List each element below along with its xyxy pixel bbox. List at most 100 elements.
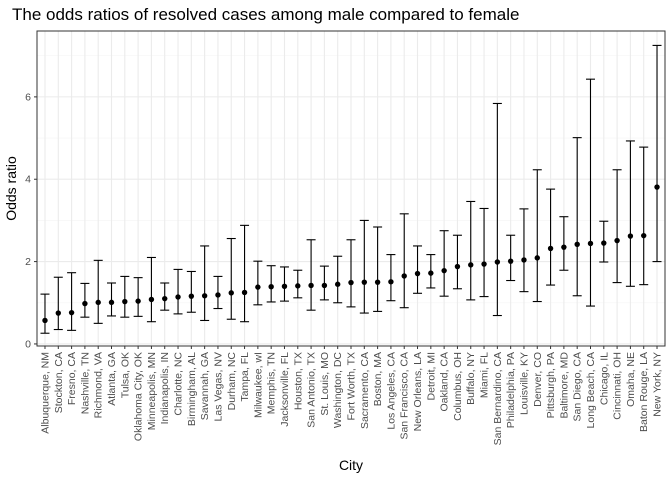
error-bar bbox=[266, 265, 276, 303]
x-tick-label: San Antonio, TX bbox=[306, 352, 318, 428]
x-tick-label: Houston, TX bbox=[292, 352, 304, 410]
data-point bbox=[414, 270, 421, 277]
panel-border bbox=[36, 30, 666, 347]
data-point bbox=[55, 310, 61, 316]
x-tick-label: Baton Rouge, LA bbox=[638, 352, 650, 432]
error-bar bbox=[439, 230, 449, 297]
x-tick-label: Buffalo, NY bbox=[465, 352, 477, 405]
error-bar bbox=[226, 237, 236, 320]
error-bar bbox=[399, 213, 409, 309]
data-point bbox=[334, 281, 341, 287]
x-tick-label: Fort Worth, TX bbox=[346, 352, 358, 420]
x-tick-label: Louisville, KY bbox=[518, 352, 530, 415]
data-point bbox=[268, 284, 274, 290]
x-tick-label: Boston, MA bbox=[372, 352, 384, 406]
error-bar bbox=[80, 282, 90, 318]
x-tick-label: Las Vegas, NV bbox=[212, 352, 224, 421]
data-point bbox=[281, 283, 288, 289]
x-tick-label: Baltimore, MD bbox=[558, 352, 570, 419]
x-tick-label: Savannah, GA bbox=[199, 352, 211, 420]
x-tick-label: Oklahoma City, OK bbox=[133, 352, 145, 441]
x-tick-label: San Diego, CA bbox=[572, 352, 584, 421]
data-point bbox=[255, 284, 261, 290]
data-points bbox=[42, 184, 660, 324]
error-bar bbox=[240, 224, 250, 323]
error-bar bbox=[559, 216, 569, 271]
x-tick-label: New Orleans, LA bbox=[412, 352, 424, 431]
x-tick-label: San Francisco, CA bbox=[399, 352, 411, 440]
x-tick-label: Nashville, TN bbox=[79, 352, 91, 414]
x-tick-label: Tulsa, OK bbox=[119, 352, 131, 398]
error-bar bbox=[146, 256, 156, 323]
error-bar bbox=[652, 44, 662, 263]
x-tick-label: Long Beach, CA bbox=[585, 352, 597, 428]
data-point bbox=[507, 258, 514, 264]
x-axis: Albuquerque, NM Stockton, CA Fresno, CA Nas… bbox=[39, 346, 664, 445]
y-axis-title: Odds ratio bbox=[3, 156, 19, 221]
error-bar bbox=[386, 254, 396, 302]
error-bar bbox=[532, 169, 542, 303]
data-point bbox=[68, 309, 75, 316]
error-bar bbox=[492, 102, 502, 317]
data-point bbox=[468, 262, 474, 268]
x-tick-label: Minneapolis, MN bbox=[146, 352, 158, 430]
error-bar bbox=[200, 245, 210, 322]
data-point bbox=[228, 290, 234, 296]
data-point bbox=[122, 298, 128, 305]
x-tick-label: Birmingham, AL bbox=[186, 352, 198, 426]
error-bar bbox=[413, 245, 423, 294]
data-point bbox=[587, 240, 594, 247]
data-point bbox=[348, 279, 354, 286]
error-bar bbox=[572, 137, 582, 297]
x-tick-label: Washington, DC bbox=[332, 352, 344, 428]
x-tick-label: San Bernardino, CA bbox=[492, 352, 504, 445]
x-tick-label: Fresno, CA bbox=[66, 352, 78, 405]
y-tick-label: 0 bbox=[25, 338, 31, 350]
x-tick-label: Denver, CO bbox=[532, 352, 544, 407]
data-point bbox=[82, 300, 88, 307]
data-point bbox=[135, 298, 141, 304]
x-tick-label: Detroit, MI bbox=[425, 352, 437, 400]
error-bar bbox=[452, 234, 462, 290]
x-tick-label: Omaha, NE bbox=[625, 352, 637, 407]
error-bar bbox=[67, 272, 77, 331]
error-bar bbox=[173, 268, 183, 315]
x-tick-label: Philadelphia, PA bbox=[505, 352, 517, 428]
data-point bbox=[215, 292, 221, 298]
error-bar bbox=[333, 255, 343, 304]
error-bar bbox=[359, 219, 369, 314]
data-point bbox=[441, 267, 447, 274]
data-point bbox=[627, 233, 634, 239]
x-tick-label: Atlanta, GA bbox=[106, 352, 118, 406]
x-tick-label: Stockton, CA bbox=[53, 352, 65, 413]
x-tick-label: St. Louis, MO bbox=[319, 352, 331, 416]
error-bar bbox=[253, 260, 263, 306]
data-point bbox=[295, 283, 301, 289]
x-tick-label: Tampa, FL bbox=[239, 352, 251, 402]
data-point bbox=[481, 261, 487, 267]
data-point bbox=[95, 299, 101, 306]
y-tick-label: 2 bbox=[25, 256, 31, 268]
data-point bbox=[361, 279, 368, 285]
y-axis: 0 2 4 6 bbox=[25, 91, 37, 350]
error-bar bbox=[519, 208, 529, 293]
data-point bbox=[108, 299, 115, 306]
chart-title: The odds ratios of resolved cases among … bbox=[12, 5, 519, 24]
error-bar bbox=[466, 200, 476, 301]
x-tick-label: Columbus, OH bbox=[452, 352, 464, 421]
x-tick-label: Richmond, VA bbox=[93, 352, 105, 418]
data-point bbox=[401, 273, 407, 279]
error-bar bbox=[346, 239, 356, 308]
data-point bbox=[534, 255, 540, 261]
x-tick-label: Indianapolis, IN bbox=[159, 352, 171, 424]
error-bar bbox=[506, 234, 516, 282]
data-point bbox=[428, 270, 434, 276]
data-point bbox=[308, 282, 314, 289]
error-bar bbox=[306, 239, 316, 311]
data-point bbox=[374, 279, 381, 285]
y-tick-label: 6 bbox=[25, 91, 31, 103]
x-tick-label: Chicago, IL bbox=[598, 352, 610, 405]
x-tick-label: Memphis, TN bbox=[266, 352, 278, 414]
data-point bbox=[454, 263, 461, 270]
